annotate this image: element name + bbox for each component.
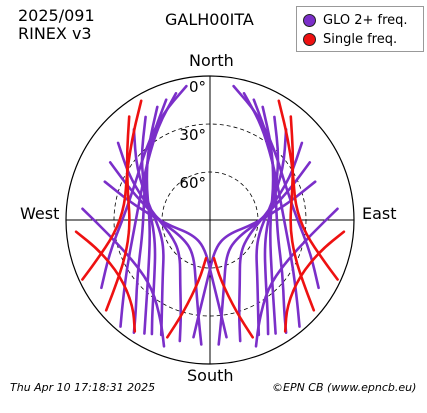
satellite-track [100, 84, 188, 290]
satellite-track [143, 105, 159, 335]
satellite-track [217, 161, 312, 346]
elevation-label-0: 0° [189, 78, 206, 96]
direction-east: East [362, 204, 397, 223]
satellite-track [103, 180, 228, 339]
satellite-track [166, 256, 208, 339]
legend-item-single: Single freq. [303, 30, 397, 48]
series-glo [81, 84, 339, 348]
direction-west: West [20, 204, 60, 223]
satellite-tracks [74, 84, 346, 348]
satellite-track [132, 128, 165, 337]
legend-label-glo: GLO 2+ freq. [323, 12, 408, 28]
footer-credit: ©EPN CB (www.epncb.eu) [272, 381, 417, 394]
legend-label-single: Single freq. [323, 31, 398, 47]
date-label: 2025/091 [18, 6, 95, 25]
satellite-track [192, 180, 317, 339]
satellite-track [81, 99, 143, 281]
satellite-track [212, 256, 254, 339]
satellite-track [116, 141, 183, 343]
rinex-label: RINEX v3 [18, 24, 92, 43]
satellite-track [104, 115, 131, 312]
legend-item-glo: GLO 2+ freq. [303, 11, 408, 29]
direction-north: North [189, 51, 234, 70]
satellite-track [289, 115, 316, 312]
elevation-label-30: 30° [179, 126, 206, 144]
satellite-track [283, 230, 346, 333]
satellite-track [237, 141, 304, 343]
satellite-track [261, 105, 277, 335]
direction-south: South [187, 366, 234, 385]
legend-marker-glo [303, 13, 316, 27]
elevation-labels: 0° 30° 60° [179, 78, 206, 192]
satellite-track [254, 207, 339, 348]
series-single [74, 99, 346, 339]
satellite-track [81, 207, 166, 348]
elevation-label-60: 60° [179, 174, 206, 192]
legend-marker-single [303, 32, 316, 46]
satellite-track [232, 84, 320, 290]
satellite-track [108, 161, 203, 346]
satellite-track [255, 128, 288, 337]
satellite-track [277, 99, 339, 281]
station-title: GALH00ITA [165, 10, 254, 29]
footer-timestamp: Thu Apr 10 17:18:31 2025 [10, 381, 156, 394]
satellite-track [74, 230, 137, 333]
legend: GLO 2+ freq. Single freq. [296, 6, 424, 52]
